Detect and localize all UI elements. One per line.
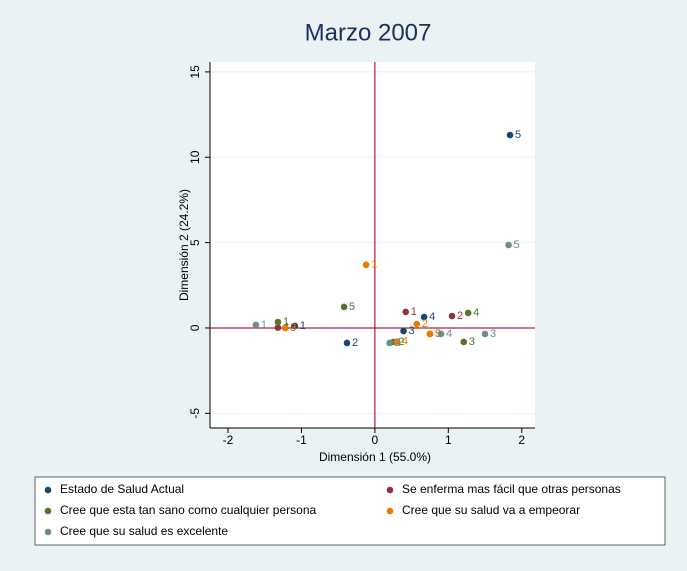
point: [506, 131, 514, 139]
y-tick-label: -5: [188, 408, 202, 419]
y-axis-title: Dimensión 2 (24.2%): [177, 189, 191, 301]
point-label: 2: [398, 336, 404, 348]
point: [400, 327, 407, 335]
x-tick-label: -2: [223, 433, 234, 447]
point: [464, 309, 472, 317]
point: [274, 324, 282, 331]
point-label: 1: [300, 320, 306, 332]
point: [481, 330, 489, 338]
point: [413, 320, 421, 328]
legend-marker: [44, 528, 52, 536]
point: [402, 308, 410, 316]
point: [426, 330, 434, 338]
x-tick-label: 2: [518, 433, 525, 447]
point: [362, 261, 370, 269]
point-label: 2: [422, 318, 428, 330]
x-tick-label: 1: [445, 433, 452, 447]
point: [460, 338, 468, 346]
point: [393, 338, 401, 345]
y-tick-label: 15: [188, 65, 202, 79]
legend-label: Estado de Salud Actual: [60, 482, 184, 496]
point-label: 4: [402, 336, 408, 348]
point-label: 3: [290, 322, 296, 334]
point-label: 1: [371, 259, 377, 271]
y-tick-label: 5: [188, 239, 202, 246]
point-label: 3: [469, 336, 475, 348]
point-label: 4: [429, 311, 435, 323]
legend-marker: [44, 486, 52, 494]
point-label: 2: [457, 310, 463, 322]
x-axis-title: Dimensión 1 (55.0%): [319, 450, 431, 464]
x-tick-label: 0: [372, 433, 379, 447]
point: [291, 322, 299, 330]
point: [340, 303, 348, 311]
point: [252, 321, 260, 329]
point-label: 2: [395, 337, 401, 349]
y-tick-label: 0: [188, 324, 202, 331]
point: [343, 339, 351, 347]
point-label: 4: [446, 328, 452, 340]
point-label: 5: [515, 129, 521, 141]
legend-label: Cree que su salud es excelente: [60, 524, 228, 538]
point: [448, 312, 456, 320]
legend-marker: [386, 486, 394, 494]
y-tick-label: 10: [188, 150, 202, 164]
point-label: 1: [283, 316, 289, 328]
point: [274, 318, 282, 326]
x-tick-label: -1: [296, 433, 307, 447]
point: [281, 324, 289, 332]
point: [505, 241, 512, 249]
plot-area: [210, 62, 535, 428]
legend-label: Cree que esta tan sano como cualquier pe…: [60, 503, 316, 517]
legend-marker: [44, 507, 52, 515]
point-label: 5: [290, 322, 296, 334]
point-label: 3: [490, 328, 496, 340]
point-label: 3: [409, 325, 415, 337]
point: [420, 313, 428, 321]
legend-marker: [386, 507, 394, 515]
legend-label: Cree que su salud va a empeorar: [402, 503, 580, 517]
point: [386, 339, 393, 347]
point-label: 1: [261, 319, 267, 331]
point-label: 5: [514, 239, 520, 251]
point: [437, 330, 445, 338]
legend: [34, 476, 666, 546]
point-label: 4: [473, 307, 479, 319]
chart-title: Marzo 2007: [305, 19, 432, 46]
point-label: 1: [411, 306, 417, 318]
point-label: 5: [349, 301, 355, 313]
point-label: 2: [352, 337, 358, 349]
legend-label: Se enferma mas fácil que otras personas: [402, 482, 621, 496]
